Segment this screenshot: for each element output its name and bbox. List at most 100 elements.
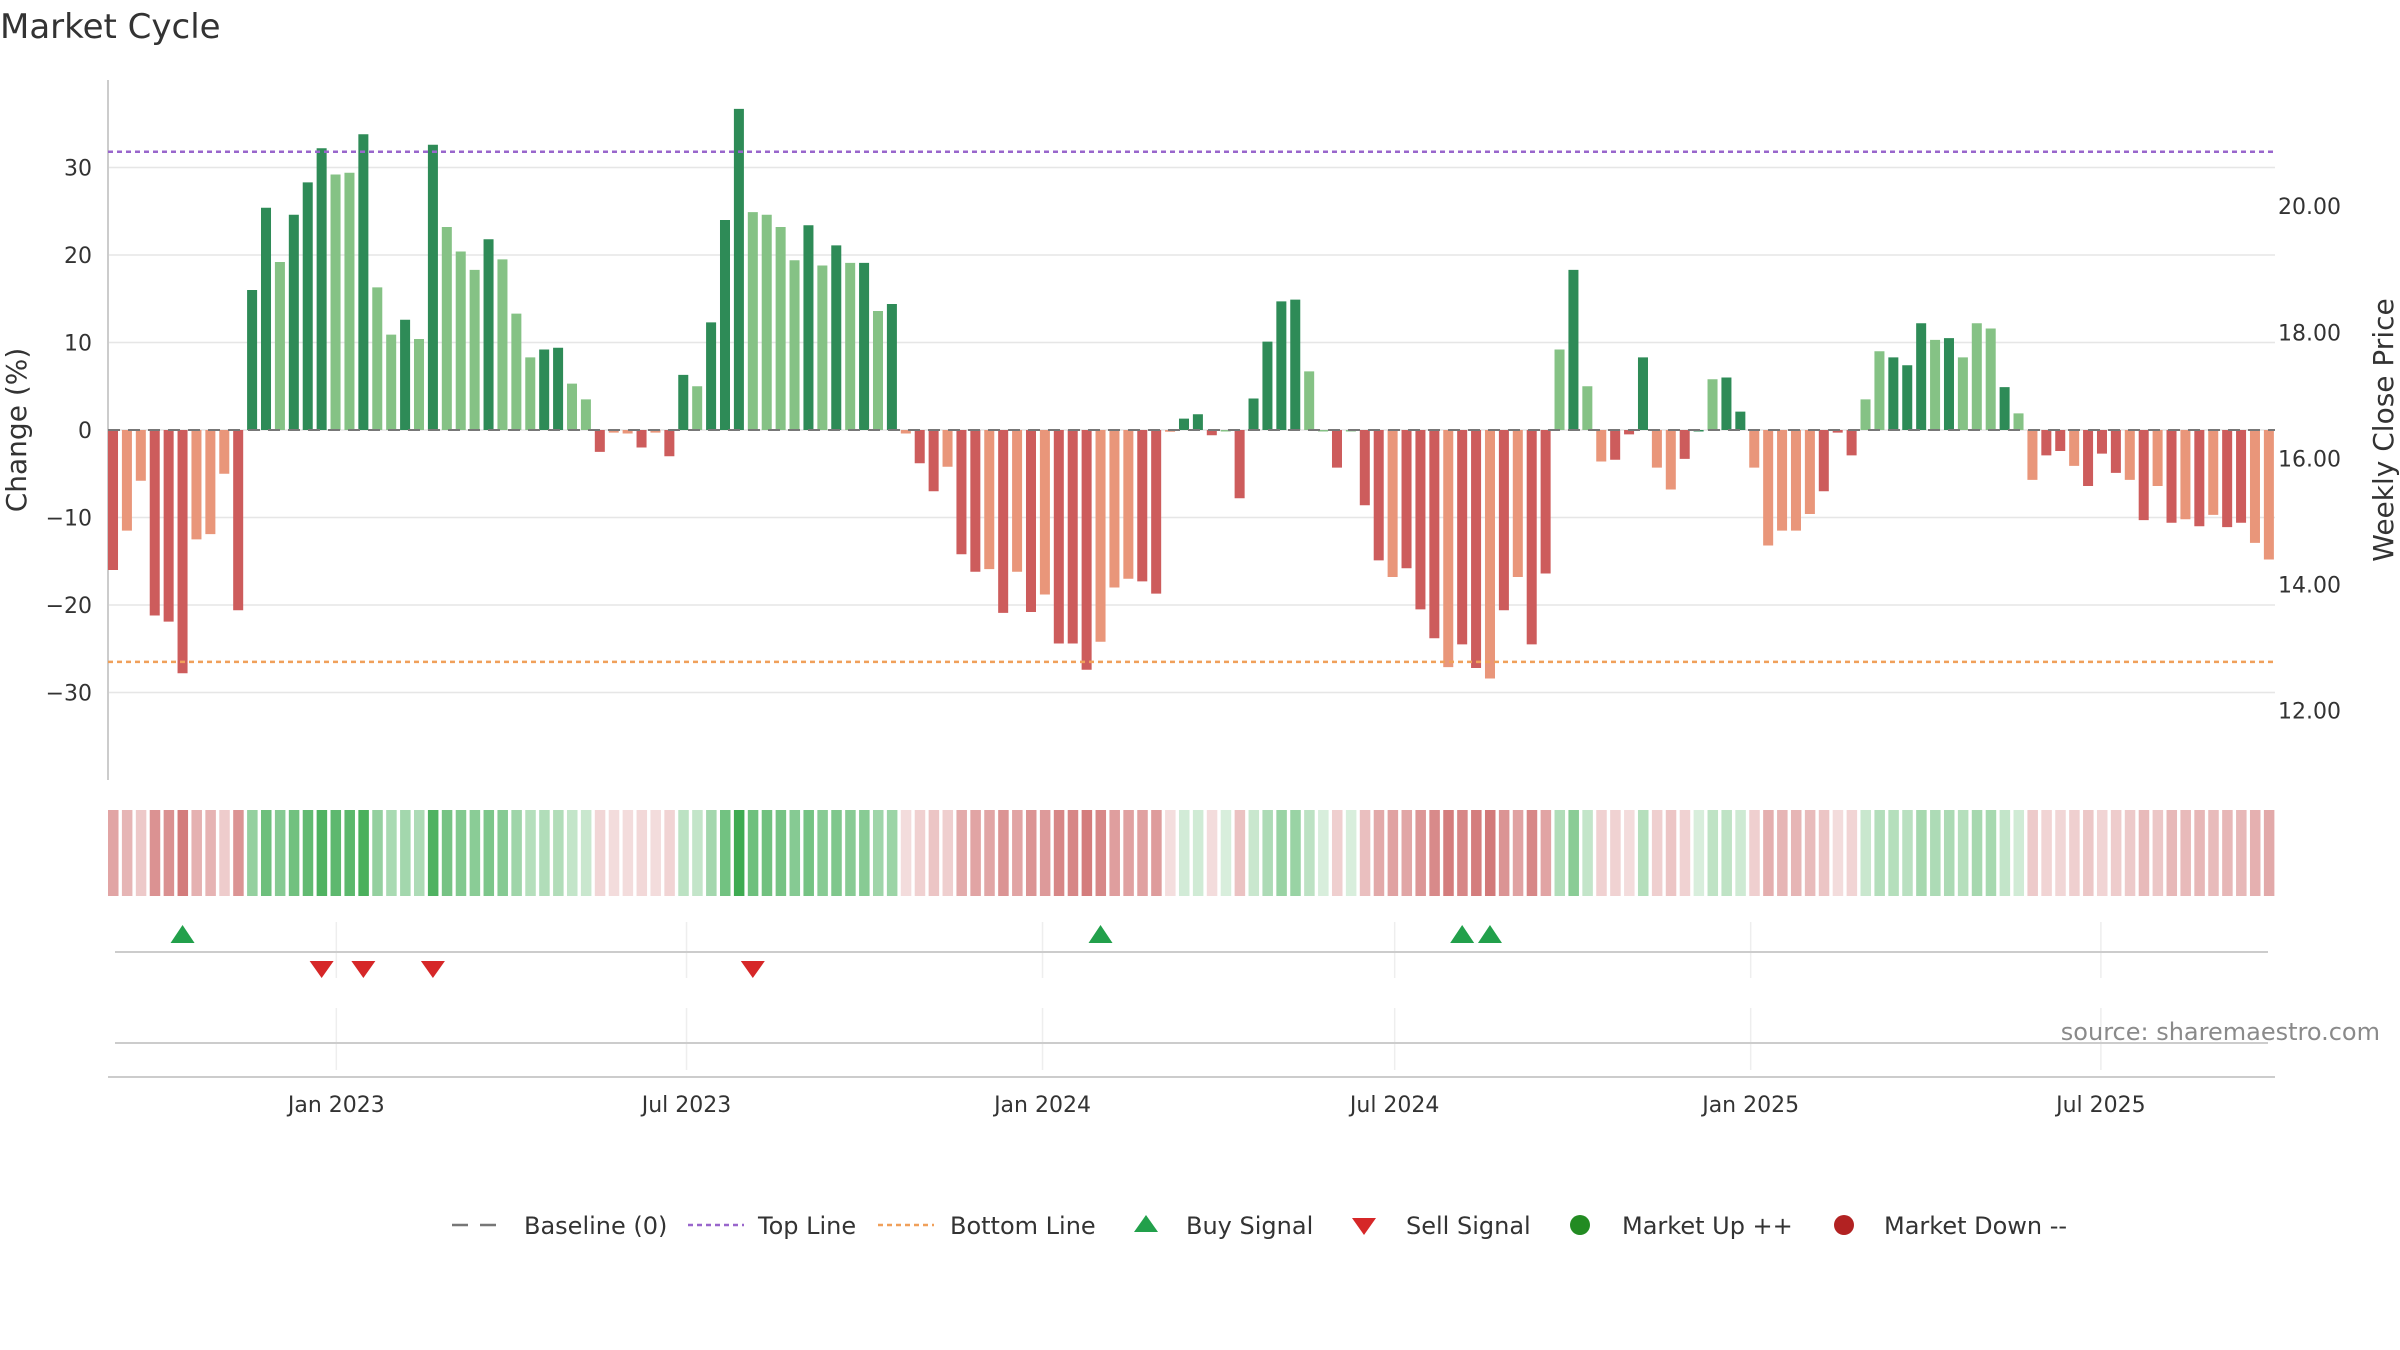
change-bar (622, 430, 633, 434)
heat-cell (1637, 810, 1649, 896)
heat-cell (233, 810, 244, 896)
heat-cell (386, 810, 397, 896)
change-bar (1220, 430, 1231, 432)
change-bar (1498, 430, 1509, 611)
legend-label: Market Up ++ (1622, 1212, 1793, 1240)
heat-cell (831, 810, 842, 896)
change-bar (2027, 430, 2038, 480)
heat-cell (539, 810, 550, 896)
change-bar (2208, 430, 2219, 515)
change-bar (1930, 339, 1941, 430)
change-bar (1943, 338, 1954, 430)
heat-cell (274, 810, 286, 896)
heat-cell (400, 810, 411, 896)
heat-cell (706, 810, 717, 896)
change-bar (372, 287, 383, 430)
heat-cell (1790, 810, 1802, 896)
heat-cell (1095, 810, 1107, 896)
change-bar (1262, 341, 1273, 430)
change-bar (1067, 430, 1078, 644)
heat-cell (1359, 810, 1371, 896)
change-bar (1637, 357, 1648, 430)
change-bar (1484, 430, 1495, 679)
heat-cell (1860, 810, 1872, 896)
change-bar (1151, 430, 1162, 594)
heat-cell (1262, 810, 1273, 896)
heat-cell (1429, 810, 1440, 896)
heat-cell (1067, 810, 1079, 896)
source-label: source: sharemaestro.com (2061, 1018, 2380, 1046)
heat-cell (121, 810, 133, 896)
heat-cell (1471, 810, 1482, 896)
heat-cell (1957, 810, 1969, 896)
y-tick-label: −10 (46, 507, 92, 532)
change-bar (1999, 387, 2010, 430)
change-bar (1985, 328, 1996, 430)
change-bar (1596, 430, 1607, 462)
legend-item-up: Market Up ++ (1570, 1212, 1793, 1240)
legend-item-bottom: Bottom Line (878, 1212, 1096, 1240)
axes-layer: 30 20 10 0 −10 −20 −30 20.00 18.00 16.00 14.00 12.0… (46, 80, 2341, 780)
heat-cell (678, 810, 689, 896)
buy-signal-marker (1088, 925, 1113, 943)
change-bar (1540, 430, 1551, 574)
heat-cell (1582, 810, 1593, 896)
x-tick-label: Jul 2023 (640, 1093, 732, 1118)
heat-cell (1832, 810, 1844, 896)
heat-cell (1679, 810, 1691, 896)
change-bar (525, 357, 536, 430)
x-tick-label: Jul 2024 (1348, 1093, 1440, 1118)
change-bar (1665, 430, 1676, 490)
heat-cell (1999, 810, 2011, 896)
heat-cell (1123, 810, 1134, 896)
heat-cell (1401, 810, 1413, 896)
change-bar (205, 430, 216, 535)
heat-cell (497, 810, 508, 896)
y2-axis-title: Weekly Close Price (2367, 298, 2400, 561)
change-bar (1234, 430, 1245, 499)
heat-cell (803, 810, 814, 896)
change-bar (1443, 430, 1454, 668)
legend-item-baseline: Baseline (0) (452, 1212, 667, 1240)
heat-cell (1234, 810, 1246, 896)
change-bar (1860, 399, 1871, 430)
change-bar (1039, 430, 1050, 595)
heat-cell (149, 810, 161, 896)
legend-label: Bottom Line (950, 1212, 1096, 1240)
change-bar (1874, 351, 1885, 430)
change-bar (859, 262, 870, 430)
heat-cell (260, 810, 272, 896)
change-bar (330, 174, 341, 430)
change-bar (2222, 430, 2233, 528)
y-tick-label: −20 (46, 594, 92, 619)
change-bar (1053, 430, 1064, 644)
heat-cell (177, 810, 189, 896)
heat-cell (1777, 810, 1788, 896)
heat-cell (316, 810, 328, 896)
change-bar (233, 430, 244, 611)
heat-cell (1943, 810, 1955, 896)
change-bar (149, 430, 160, 616)
change-bar (219, 430, 230, 474)
threshold-lines (108, 150, 2275, 664)
change-bar (692, 386, 703, 430)
change-bar (1415, 430, 1426, 610)
change-bar (650, 430, 661, 433)
x-tick-label: Jan 2024 (992, 1093, 1091, 1118)
heat-cell (1651, 810, 1663, 896)
heat-cell (1985, 810, 1997, 896)
heat-cell (622, 810, 634, 896)
heat-cell (330, 810, 342, 896)
heat-cell (2110, 810, 2122, 896)
change-bar (1916, 323, 1927, 430)
change-bar (288, 214, 299, 430)
heat-cell (650, 810, 661, 896)
change-bar (1248, 398, 1259, 430)
legend-up-swatch (1570, 1215, 1590, 1235)
heat-cell (2166, 810, 2178, 896)
heat-cell (553, 810, 564, 896)
y2-tick-label: 18.00 (2278, 321, 2341, 346)
change-bar (2124, 430, 2135, 480)
heat-cell (1818, 810, 1830, 896)
change-bar (678, 374, 689, 430)
